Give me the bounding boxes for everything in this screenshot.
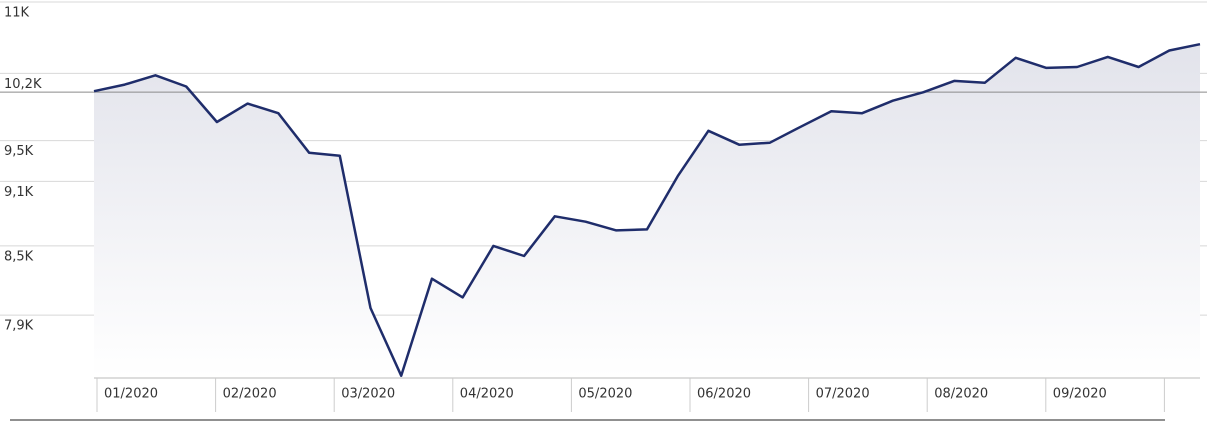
- line: [93, 42, 1201, 377]
- area: [94, 44, 1200, 377]
- plot: [0, 42, 1207, 377]
- y-tick-label: 11K: [4, 6, 30, 21]
- x-tick-label: 05/2020: [578, 387, 632, 402]
- x-tick-label: 06/2020: [697, 387, 751, 402]
- y-tick-label: 9,5K: [4, 144, 34, 159]
- y-tick-label: 10,2K: [4, 77, 42, 92]
- x-tick-label: 02/2020: [223, 387, 277, 402]
- x-tick-label: 09/2020: [1053, 387, 1107, 402]
- x-tick-label: 07/2020: [816, 387, 870, 402]
- x-tick-label: 08/2020: [934, 387, 988, 402]
- y-tick-label: 9,1K: [4, 185, 34, 200]
- x-tick-label: 03/2020: [341, 387, 395, 402]
- x-tick-label: 04/2020: [460, 387, 514, 402]
- y-tick-label: 8,5K: [4, 249, 34, 264]
- y-tick-label: 7,9K: [4, 319, 34, 334]
- x-axis: 01/2020 02/2020 03/2020 04/2020 05/2020 06/20…: [10, 377, 1200, 421]
- x-tick-label: 01/2020: [104, 387, 158, 402]
